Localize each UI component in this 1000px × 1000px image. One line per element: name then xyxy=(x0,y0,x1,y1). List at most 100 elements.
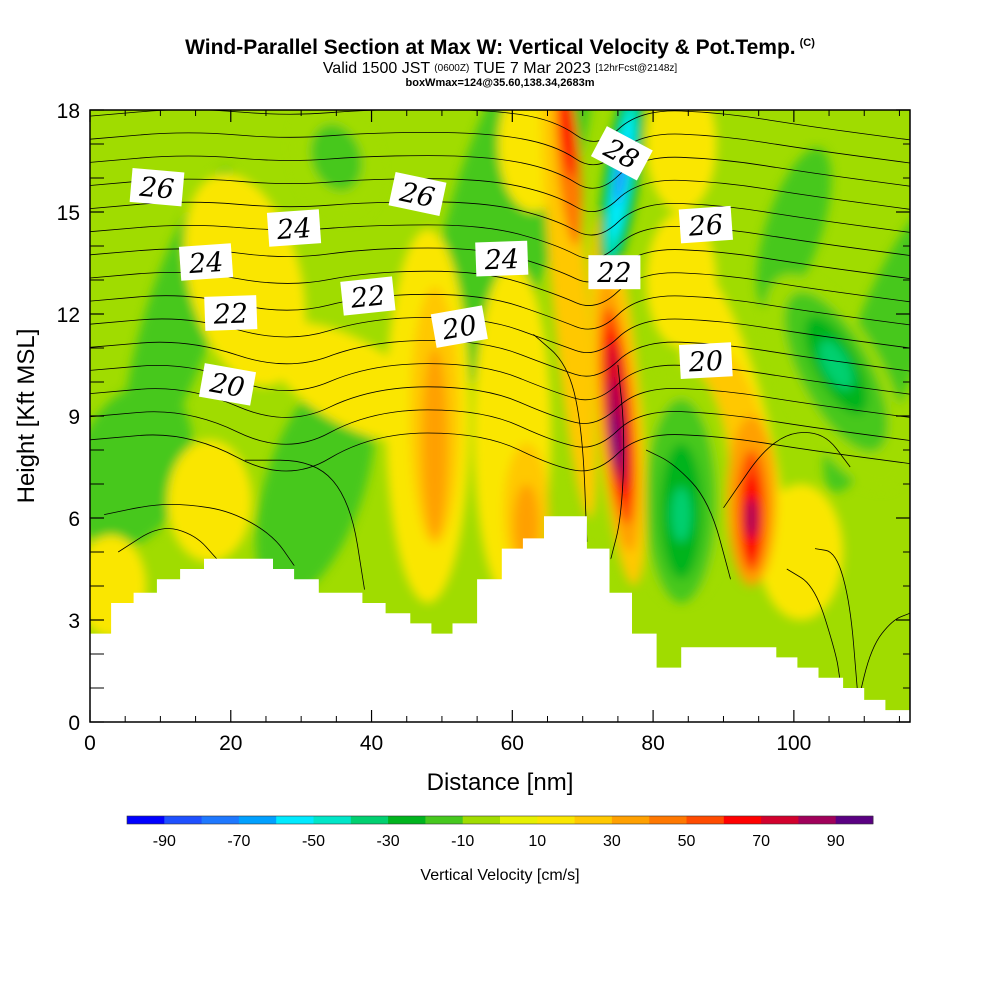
contour-label: 22 xyxy=(204,295,258,331)
velocity-blob xyxy=(646,110,717,212)
velocity-blob xyxy=(558,110,576,178)
contour-label: 22 xyxy=(340,276,396,316)
contour-label-box xyxy=(129,168,185,207)
colorbar-tick-label: -90 xyxy=(153,833,176,850)
colorbar-tick-label: 70 xyxy=(752,833,770,850)
colorbar-tick-label: 30 xyxy=(603,833,621,850)
axis-ticks: 0 20 40 60 80 100 0 3 6 9 12 15 18 xyxy=(57,100,910,755)
colorbar-swatch xyxy=(276,816,314,824)
velocity-blob xyxy=(671,487,692,542)
colorbar-swatch xyxy=(238,816,277,824)
contour-label-text: 22 xyxy=(212,298,248,330)
colorbar-swatch xyxy=(537,816,575,824)
theta-contour-line xyxy=(533,334,588,542)
contour-label-box xyxy=(340,276,396,316)
colorbar-tick-label: 50 xyxy=(678,833,696,850)
contour-label: 24 xyxy=(475,240,529,277)
x-tick-label: 100 xyxy=(776,732,811,755)
theta-contour-line xyxy=(90,340,910,377)
theta-contour-line xyxy=(90,270,910,306)
colorbar-swatch xyxy=(500,816,538,824)
theta-contour-line xyxy=(90,178,910,213)
colorbar-label: Vertical Velocity [cm/s] xyxy=(420,867,579,884)
velocity-field xyxy=(90,110,910,637)
y-tick-label: 12 xyxy=(57,304,80,327)
contour-label: 26 xyxy=(678,205,733,244)
colorbar-swatch xyxy=(425,816,464,824)
contour-label-text: 26 xyxy=(396,177,437,215)
colorbar: -90 -70 -50 -30 -10 10 30 50 70 90 xyxy=(126,815,874,850)
contour-label-box xyxy=(430,305,488,348)
x-tick-label: 60 xyxy=(501,732,524,755)
contour-label-text: 24 xyxy=(483,244,519,276)
velocity-blob xyxy=(422,348,448,539)
colorbar-swatch xyxy=(127,816,165,824)
theta-contour-line xyxy=(90,155,910,189)
theta-contour-line xyxy=(90,432,910,472)
contour-label-text: 22 xyxy=(348,280,386,315)
colorbar-tick-label: 90 xyxy=(827,833,845,850)
colorbar-tick-label: 10 xyxy=(528,833,546,850)
colorbar-swatch xyxy=(686,816,725,824)
contour-label: 22 xyxy=(588,255,641,290)
velocity-blob xyxy=(646,212,717,348)
theta-contour-line xyxy=(90,110,910,142)
velocity-blob xyxy=(819,340,854,390)
y-tick-label: 6 xyxy=(68,508,80,531)
colorbar-swatch xyxy=(835,816,874,824)
valid-time-line: Valid 1500 JST (0600Z) TUE 7 Mar 2023 [1… xyxy=(322,60,678,77)
contour-label-text: 26 xyxy=(137,172,175,206)
velocity-blob xyxy=(541,110,596,518)
theta-contour-line xyxy=(786,568,841,679)
velocity-blob xyxy=(167,439,252,563)
y-tick-label: 9 xyxy=(68,406,80,429)
colorbar-swatch xyxy=(611,816,650,824)
velocity-blob xyxy=(756,147,832,311)
contour-label-box xyxy=(678,342,733,379)
chart-title: Wind-Parallel Section at Max W: Vertical… xyxy=(185,36,815,59)
theta-contour-line xyxy=(90,131,910,166)
colorbar-swatch xyxy=(462,816,501,824)
contour-label-box xyxy=(588,255,641,290)
box-info-line: boxWmax=124@35.60,138.34,2683m xyxy=(405,77,595,89)
colorbar-tick-label: -10 xyxy=(451,833,474,850)
colorbar-tick-label: -30 xyxy=(377,833,400,850)
terrain xyxy=(90,516,910,722)
contour-label-text: 24 xyxy=(275,213,312,246)
theta-contour-line xyxy=(90,386,910,424)
theta-contour-line xyxy=(90,224,910,259)
contour-label-box xyxy=(388,171,447,217)
contour-label: 20 xyxy=(430,305,488,348)
x-tick-label: 0 xyxy=(84,732,96,755)
x-axis-label: Distance [nm] xyxy=(427,769,574,796)
theta-contour-line xyxy=(90,201,910,236)
contour-label: 20 xyxy=(198,363,257,406)
velocity-blob xyxy=(610,412,619,467)
colorbar-swatch xyxy=(388,816,426,824)
colorbar-swatch xyxy=(574,816,613,824)
colorbar-swatch xyxy=(798,816,837,824)
theta-contour-line xyxy=(610,364,625,560)
contour-label-text: 26 xyxy=(687,209,724,242)
contour-label-box xyxy=(678,205,733,244)
contour-label: 26 xyxy=(388,171,447,217)
contour-label-box xyxy=(198,363,257,406)
contour-label-text: 20 xyxy=(207,367,247,404)
contour-label: 24 xyxy=(178,243,234,281)
velocity-blob xyxy=(758,484,844,620)
theta-contour-line xyxy=(117,528,218,560)
colorbar-swatch xyxy=(313,816,352,824)
colorbar-swatch xyxy=(723,816,762,824)
velocity-blob xyxy=(310,124,363,191)
theta-contour-line xyxy=(104,503,295,566)
velocity-blob xyxy=(90,384,193,550)
contour-label-text: 24 xyxy=(187,247,224,280)
y-tick-label: 3 xyxy=(68,610,80,633)
theta-contour-line xyxy=(90,247,910,283)
velocity-blob xyxy=(746,497,758,539)
y-tick-label: 0 xyxy=(68,712,80,735)
contour-label: 26 xyxy=(129,168,185,207)
x-tick-label: 80 xyxy=(641,732,664,755)
contour-label-box xyxy=(475,240,529,277)
